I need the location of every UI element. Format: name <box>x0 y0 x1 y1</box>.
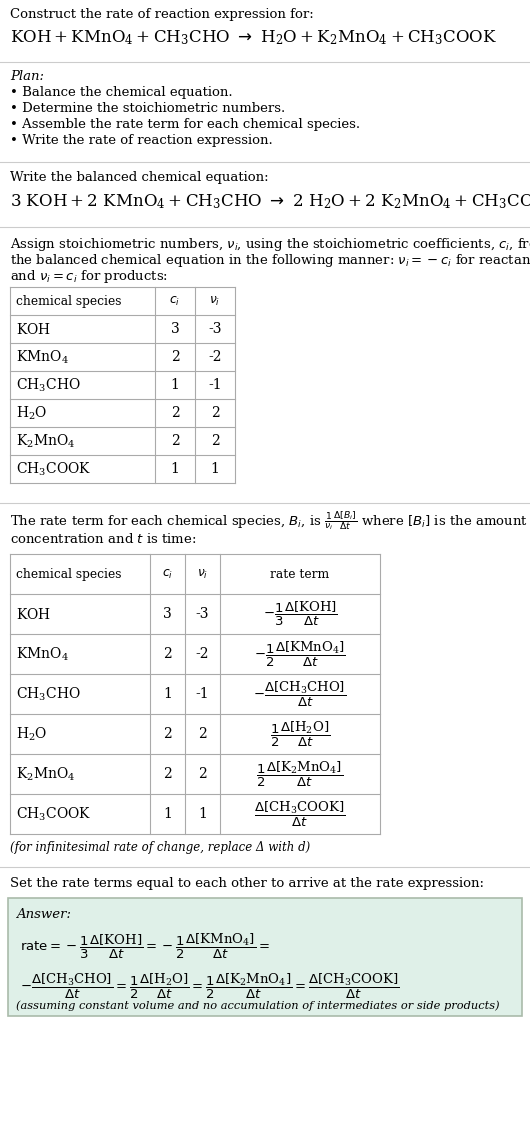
Text: Answer:: Answer: <box>16 907 71 921</box>
Text: $\mathregular{H_2O}$: $\mathregular{H_2O}$ <box>16 404 47 422</box>
Text: $-\dfrac{1}{2}\dfrac{\Delta[\mathregular{KMnO_4}]}{\Delta t}$: $-\dfrac{1}{2}\dfrac{\Delta[\mathregular… <box>254 640 346 669</box>
Text: 3: 3 <box>171 322 179 336</box>
Text: The rate term for each chemical species, $B_i$, is $\frac{1}{\nu_i}\frac{\Delta[: The rate term for each chemical species,… <box>10 510 528 533</box>
Text: $\dfrac{\Delta[\mathregular{CH_3COOK}]}{\Delta t}$: $\dfrac{\Delta[\mathregular{CH_3COOK}]}{… <box>254 799 346 828</box>
Text: $\mathregular{KOH}$: $\mathregular{KOH}$ <box>16 607 51 621</box>
Text: -3: -3 <box>208 322 222 336</box>
Text: -2: -2 <box>196 648 209 661</box>
Text: $\mathrm{rate} = -\dfrac{1}{3}\dfrac{\Delta[\mathregular{KOH}]}{\Delta t} = -\df: $\mathrm{rate} = -\dfrac{1}{3}\dfrac{\De… <box>20 931 270 960</box>
Text: $\nu_i$: $\nu_i$ <box>209 295 220 307</box>
Text: $\mathregular{KMnO_4}$: $\mathregular{KMnO_4}$ <box>16 645 69 662</box>
Text: Construct the rate of reaction expression for:: Construct the rate of reaction expressio… <box>10 8 314 20</box>
Text: the balanced chemical equation in the following manner: $\nu_i = -c_i$ for react: the balanced chemical equation in the fo… <box>10 251 530 269</box>
Text: $\mathregular{K_2MnO_4}$: $\mathregular{K_2MnO_4}$ <box>16 765 75 783</box>
Text: (assuming constant volume and no accumulation of intermediates or side products): (assuming constant volume and no accumul… <box>16 1000 500 1012</box>
Text: $\mathregular{KMnO_4}$: $\mathregular{KMnO_4}$ <box>16 348 69 365</box>
Text: concentration and $t$ is time:: concentration and $t$ is time: <box>10 531 197 546</box>
Text: 3: 3 <box>163 607 172 621</box>
Text: -3: -3 <box>196 607 209 621</box>
Text: $\mathregular{K_2MnO_4}$: $\mathregular{K_2MnO_4}$ <box>16 432 75 450</box>
Text: $c_i$: $c_i$ <box>170 295 181 307</box>
Text: 2: 2 <box>171 351 179 364</box>
Text: 2: 2 <box>198 727 207 741</box>
Text: 1: 1 <box>198 807 207 820</box>
FancyBboxPatch shape <box>8 898 522 1016</box>
Text: and $\nu_i = c_i$ for products:: and $\nu_i = c_i$ for products: <box>10 267 168 284</box>
Text: • Determine the stoichiometric numbers.: • Determine the stoichiometric numbers. <box>10 101 285 115</box>
Text: 2: 2 <box>171 406 179 420</box>
Text: chemical species: chemical species <box>16 295 121 307</box>
Text: $\mathregular{H_2O}$: $\mathregular{H_2O}$ <box>16 725 47 743</box>
Text: $-\dfrac{\Delta[\mathregular{CH_3CHO}]}{\Delta t} = \dfrac{1}{2}\dfrac{\Delta[\m: $-\dfrac{\Delta[\mathregular{CH_3CHO}]}{… <box>20 972 400 1000</box>
Text: $-\dfrac{\Delta[\mathregular{CH_3CHO}]}{\Delta t}$: $-\dfrac{\Delta[\mathregular{CH_3CHO}]}{… <box>253 679 347 709</box>
Text: • Write the rate of reaction expression.: • Write the rate of reaction expression. <box>10 133 273 147</box>
Text: Write the balanced chemical equation:: Write the balanced chemical equation: <box>10 171 269 183</box>
Text: 1: 1 <box>163 687 172 701</box>
Text: (for infinitesimal rate of change, replace Δ with d): (for infinitesimal rate of change, repla… <box>10 841 310 854</box>
Text: 2: 2 <box>163 648 172 661</box>
Text: Set the rate terms equal to each other to arrive at the rate expression:: Set the rate terms equal to each other t… <box>10 877 484 891</box>
Text: rate term: rate term <box>270 568 330 580</box>
Text: $\nu_i$: $\nu_i$ <box>197 568 208 580</box>
Text: $\mathregular{3\ KOH + 2\ KMnO_4 + CH_3CHO}$$\ \rightarrow\ $$\mathregular{2\ H_: $\mathregular{3\ KOH + 2\ KMnO_4 + CH_3C… <box>10 192 530 212</box>
Text: $\mathregular{CH_3COOK}$: $\mathregular{CH_3COOK}$ <box>16 460 91 478</box>
Text: Plan:: Plan: <box>10 69 44 82</box>
Text: 2: 2 <box>163 767 172 781</box>
Text: $\mathregular{CH_3COOK}$: $\mathregular{CH_3COOK}$ <box>16 806 91 823</box>
Text: -2: -2 <box>208 351 222 364</box>
Text: 1: 1 <box>171 378 180 391</box>
Text: $c_i$: $c_i$ <box>162 568 173 580</box>
Text: 2: 2 <box>210 434 219 448</box>
Text: 2: 2 <box>198 767 207 781</box>
Text: $\mathregular{CH_3CHO}$: $\mathregular{CH_3CHO}$ <box>16 377 81 394</box>
Text: Assign stoichiometric numbers, $\nu_i$, using the stoichiometric coefficients, $: Assign stoichiometric numbers, $\nu_i$, … <box>10 236 530 253</box>
Text: chemical species: chemical species <box>16 568 121 580</box>
Text: -1: -1 <box>208 378 222 391</box>
Text: 1: 1 <box>171 462 180 476</box>
Text: $\dfrac{1}{2}\dfrac{\Delta[\mathregular{H_2O}]}{\Delta t}$: $\dfrac{1}{2}\dfrac{\Delta[\mathregular{… <box>270 719 330 749</box>
Text: -1: -1 <box>196 687 209 701</box>
Text: $\dfrac{1}{2}\dfrac{\Delta[\mathregular{K_2MnO_4}]}{\Delta t}$: $\dfrac{1}{2}\dfrac{\Delta[\mathregular{… <box>257 759 343 789</box>
Text: 1: 1 <box>163 807 172 820</box>
Text: 2: 2 <box>210 406 219 420</box>
Text: • Assemble the rate term for each chemical species.: • Assemble the rate term for each chemic… <box>10 117 360 131</box>
Text: $-\dfrac{1}{3}\dfrac{\Delta[\mathregular{KOH}]}{\Delta t}$: $-\dfrac{1}{3}\dfrac{\Delta[\mathregular… <box>262 600 338 628</box>
Text: $\mathregular{CH_3CHO}$: $\mathregular{CH_3CHO}$ <box>16 685 81 702</box>
Text: 1: 1 <box>210 462 219 476</box>
Text: 2: 2 <box>171 434 179 448</box>
Text: $\mathregular{KOH}$: $\mathregular{KOH}$ <box>16 322 51 337</box>
Text: • Balance the chemical equation.: • Balance the chemical equation. <box>10 85 233 99</box>
Text: $\mathregular{KOH + KMnO_4 + CH_3CHO}$$\ \rightarrow\ $$\mathregular{H_2O + K_2M: $\mathregular{KOH + KMnO_4 + CH_3CHO}$$\… <box>10 28 497 48</box>
Text: 2: 2 <box>163 727 172 741</box>
